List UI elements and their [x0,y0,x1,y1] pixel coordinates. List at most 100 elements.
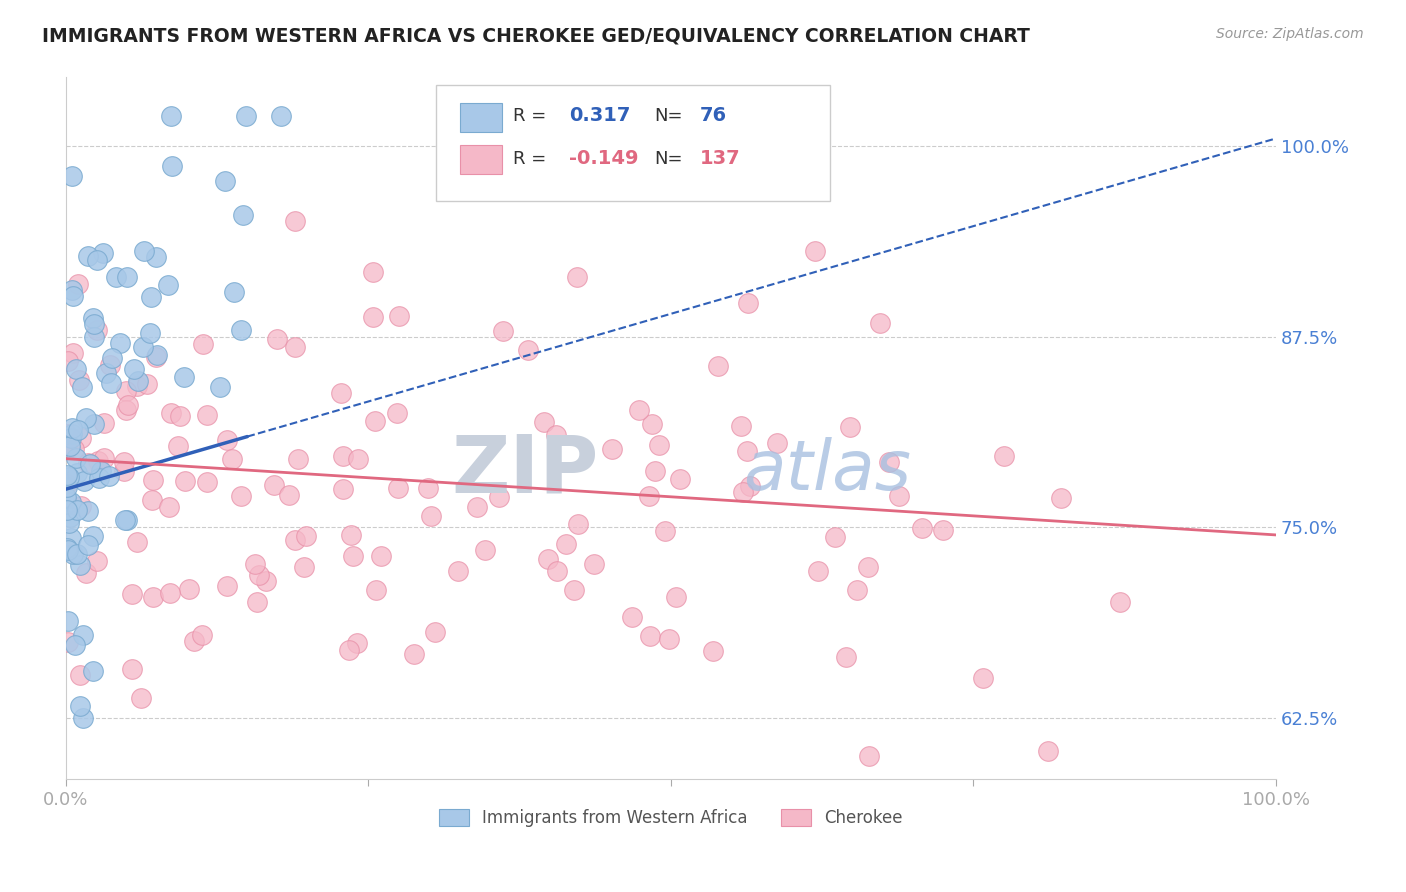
Point [911,521,934,535]
Point [1050,491,1073,505]
Text: 137: 137 [700,149,741,169]
Point [600,442,623,457]
Point [640,629,662,643]
Point [247,568,270,582]
Point [94,367,117,381]
Point [330,386,353,401]
Point [60,426,83,441]
Point [63,442,86,457]
Point [82,310,104,325]
Point [217,433,239,447]
Point [174,474,197,488]
Point [339,528,361,542]
Point [59,495,82,509]
Point [100,376,122,390]
Point [229,323,252,337]
Point [75,566,97,580]
Point [738,479,761,493]
Point [332,449,354,463]
Point [83,317,105,331]
Text: R =: R = [513,107,547,125]
Point [122,362,145,376]
Point [70,431,93,445]
Point [108,335,131,350]
Point [69,698,91,713]
Point [142,590,165,604]
Point [69,558,91,572]
Point [86,554,108,568]
Point [474,543,496,558]
Point [517,343,540,358]
Point [361,265,384,279]
Point [931,523,953,537]
Point [56,543,79,558]
Text: N=: N= [654,107,682,125]
Point [79,457,101,471]
Point [55,490,77,504]
Point [416,482,439,496]
Point [69,667,91,681]
Point [420,509,443,524]
Point [87,471,110,485]
Point [231,489,253,503]
Point [156,277,179,292]
Point [824,530,846,544]
Point [76,456,98,470]
Text: Source: ZipAtlas.com: Source: ZipAtlas.com [1216,27,1364,41]
Point [972,671,994,685]
Point [533,415,555,429]
Point [270,109,292,123]
Text: 0.317: 0.317 [569,106,631,126]
Point [160,406,183,420]
Text: atlas: atlas [744,437,911,504]
Point [648,438,671,452]
Point [67,373,90,387]
Point [83,330,105,344]
Point [58,516,80,531]
Point [284,214,307,228]
Point [141,492,163,507]
Point [363,310,385,325]
Point [191,628,214,642]
Point [146,348,169,362]
Point [66,466,89,480]
Point [114,384,136,399]
Point [537,552,560,566]
Point [221,452,243,467]
Point [139,290,162,304]
Point [66,502,89,516]
Point [232,208,254,222]
Point [56,614,79,628]
Point [114,513,136,527]
Point [1109,595,1132,609]
Point [402,648,425,662]
Point [60,283,83,297]
Point [582,557,605,571]
Point [101,351,124,365]
Point [121,586,143,600]
Point [98,358,121,372]
Point [56,477,79,491]
Text: 76: 76 [700,106,727,126]
Point [77,538,100,552]
Point [546,428,568,442]
Point [98,469,121,483]
Point [364,414,387,428]
Point [160,160,183,174]
Point [835,649,858,664]
Point [803,244,825,259]
Point [193,336,215,351]
Point [245,557,267,571]
Point [737,296,759,310]
Point [160,109,183,123]
Point [91,246,114,260]
Text: -0.149: -0.149 [569,149,638,169]
Point [889,489,911,503]
Point [169,409,191,424]
Point [332,482,354,496]
Point [731,484,754,499]
Point [706,359,728,374]
Point [77,249,100,263]
Point [488,491,510,505]
Point [283,533,305,548]
